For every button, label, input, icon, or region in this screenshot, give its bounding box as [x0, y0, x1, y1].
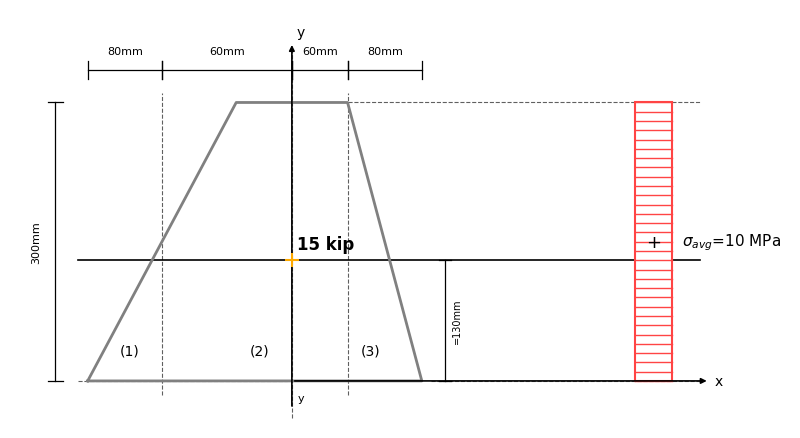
Text: 300mm: 300mm — [32, 221, 42, 264]
Text: y: y — [298, 393, 305, 403]
Text: +: + — [646, 233, 662, 251]
Text: $\sigma_{avg}$=10 MPa: $\sigma_{avg}$=10 MPa — [682, 232, 781, 252]
Text: (2): (2) — [250, 344, 270, 358]
Text: (1): (1) — [119, 344, 139, 358]
Bar — [635, 103, 673, 381]
Text: 60mm: 60mm — [302, 47, 338, 57]
Text: 80mm: 80mm — [366, 47, 402, 57]
Text: 80mm: 80mm — [107, 47, 142, 57]
Text: 60mm: 60mm — [209, 47, 245, 57]
Text: (3): (3) — [361, 344, 381, 358]
Text: 15 kip: 15 kip — [297, 235, 354, 253]
Text: y: y — [297, 26, 305, 40]
Text: =130mm: =130mm — [451, 298, 462, 343]
Text: x: x — [714, 374, 722, 388]
